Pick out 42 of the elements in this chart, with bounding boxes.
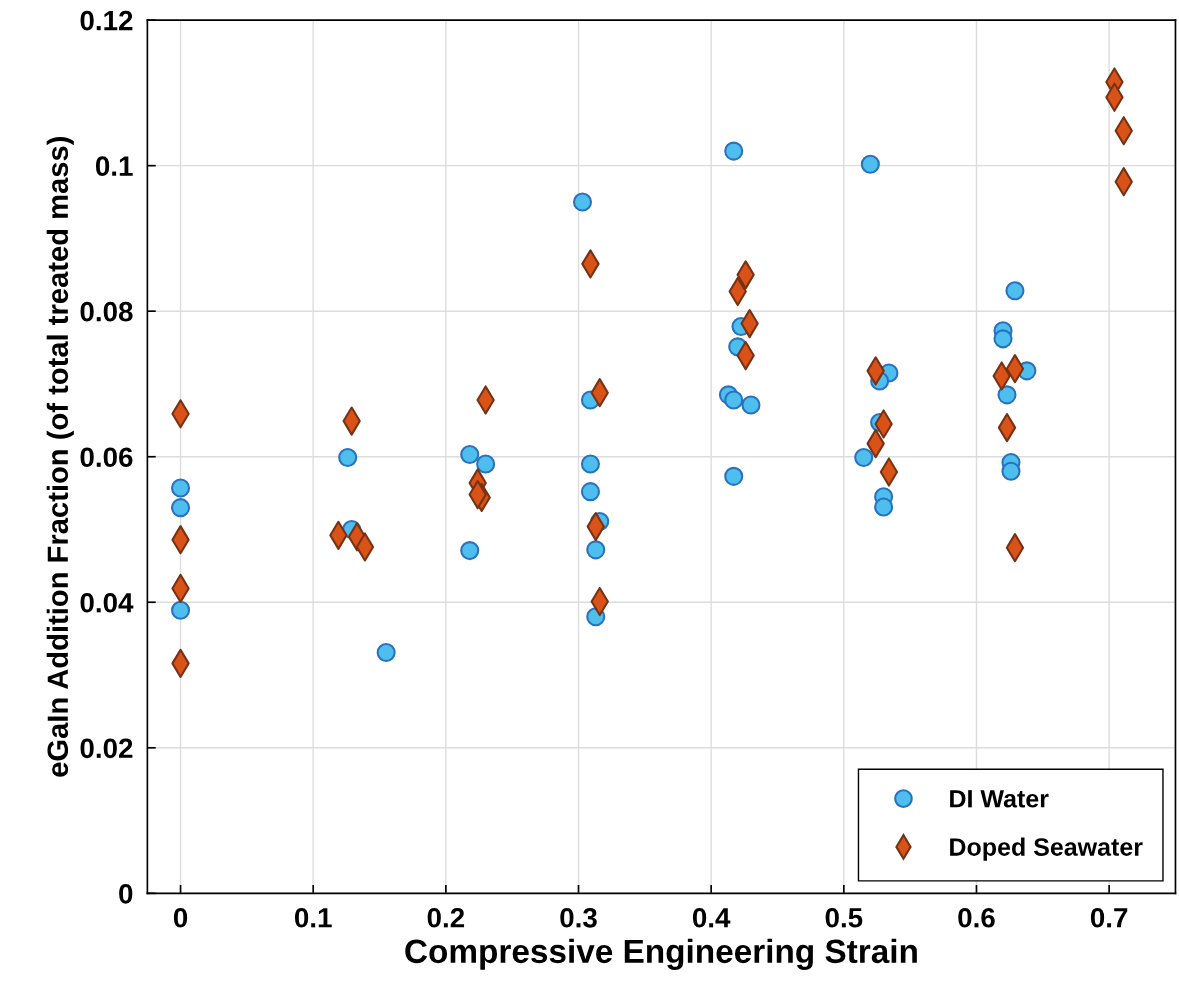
y-tick-label: 0.06 [80,447,133,468]
point [1001,461,1021,481]
point [170,498,191,518]
y-tick-label: 0.1 [95,156,133,176]
y-tick-label: 0.08 [80,301,133,322]
point [580,482,600,502]
y-tick-label: 0.12 [80,10,133,31]
point [476,454,496,474]
x-tick-label: 0.3 [560,907,597,928]
point [460,445,480,465]
point [997,385,1017,405]
point [586,540,606,560]
point [741,395,761,415]
x-axis-title: Compressive Engineering Strain [405,938,917,970]
y-tick-label: 0 [119,884,133,904]
legend-label: Doped Seawater [950,837,1143,861]
x-tick-label: 0.2 [427,907,465,928]
x-tick-label: 0.4 [692,907,731,928]
point [580,454,600,474]
point [460,541,480,561]
legend-label: DI Water [950,790,1049,808]
point [874,497,894,517]
point [376,642,396,663]
point [572,192,593,212]
point [170,478,191,498]
y-tick-label: 0.04 [80,592,134,613]
point [854,447,874,467]
point [338,447,358,467]
point [1005,281,1025,301]
y-tick-label: 0.02 [80,738,133,759]
y-axis-title: eGaIn Addition Fraction (of total treated mass) [46,137,74,777]
point [724,466,744,486]
x-tick-label: 0.1 [294,907,332,928]
point [860,154,880,174]
x-tick-label: 0 [173,907,188,928]
point [170,600,191,620]
point [724,141,744,161]
x-tick-label: 0.7 [1090,907,1128,928]
x-tick-label: 0.6 [958,907,995,928]
x-tick-label: 0.5 [825,907,863,928]
point [724,390,744,410]
point [993,329,1013,349]
